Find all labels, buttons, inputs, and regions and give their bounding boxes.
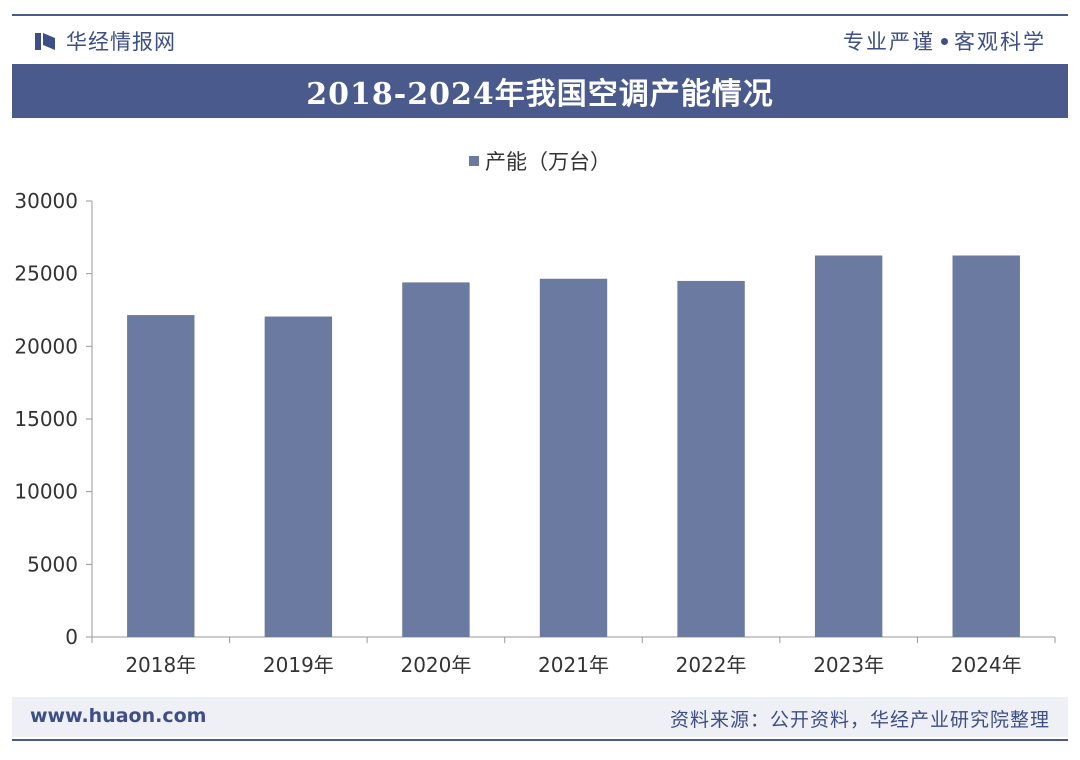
y-axis: 0 5000 10000 15000 20000 25000 30000 <box>14 189 93 649</box>
bottom-rule <box>12 739 1068 741</box>
y-tick-label: 25000 <box>14 262 78 286</box>
y-tick-label: 0 <box>65 625 78 649</box>
legend-label: 产能（万台） <box>485 150 611 174</box>
footer-website: www.huaon.com <box>30 705 207 727</box>
bar-4 <box>539 278 608 637</box>
y-tick-label: 15000 <box>14 407 78 431</box>
y-tick-label: 10000 <box>14 480 78 504</box>
bars <box>127 255 1020 637</box>
slogan-dot-icon <box>941 37 948 45</box>
slogan-left: 专业严谨 <box>843 30 935 54</box>
y-tick-label: 20000 <box>14 334 78 358</box>
y-tick-label: 5000 <box>27 552 78 576</box>
bar-7 <box>952 255 1020 637</box>
title-bar: 2018-2024年我国空调产能情况 <box>12 64 1068 118</box>
top-rule <box>12 14 1068 16</box>
footer-source: 资料来源：公开资料，华经产业研究院整理 <box>669 709 1050 731</box>
header: 华经情报网 专业严谨 客观科学 <box>12 18 1068 60</box>
x-tick-label: 2024年 <box>951 653 1022 677</box>
chart-title: 2018-2024年我国空调产能情况 <box>306 77 774 112</box>
legend: 产能（万台） <box>0 146 1080 176</box>
bar-1 <box>127 315 195 637</box>
brand: 华经情报网 <box>34 26 176 56</box>
x-tick-label: 2022年 <box>676 653 747 677</box>
x-axis: 2018年 2019年 2020年 2021年 2022年 2023年 2024年 <box>91 636 1056 677</box>
slogan-right: 客观科学 <box>954 30 1046 54</box>
x-tick-label: 2018年 <box>125 653 196 677</box>
bar-5 <box>677 280 745 637</box>
bar-6 <box>814 255 883 637</box>
x-tick-label: 2019年 <box>263 653 334 677</box>
brand-logo-icon <box>35 33 55 50</box>
legend-swatch <box>469 156 479 166</box>
y-tick-label: 30000 <box>14 189 78 213</box>
x-tick-label: 2020年 <box>400 653 471 677</box>
slogan: 专业严谨 客观科学 <box>843 26 1046 56</box>
x-tick-label: 2023年 <box>813 653 884 677</box>
footer-bar: www.huaon.com 资料来源：公开资料，华经产业研究院整理 <box>12 697 1068 737</box>
brand-name: 华经情报网 <box>66 30 176 54</box>
x-tick-label: 2021年 <box>538 653 609 677</box>
bar-3 <box>402 282 470 637</box>
bar-2 <box>264 316 333 637</box>
